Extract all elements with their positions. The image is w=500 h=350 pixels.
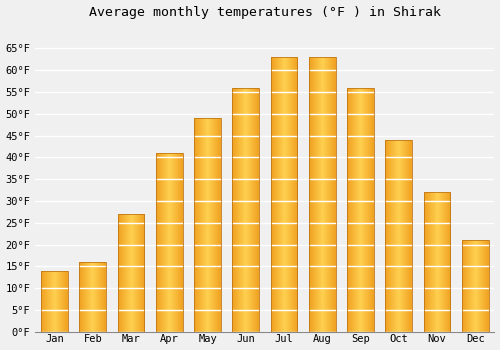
Bar	[270, 57, 297, 332]
Bar	[232, 88, 259, 332]
Bar	[424, 192, 450, 332]
Bar	[194, 118, 221, 332]
Bar	[347, 88, 374, 332]
Bar	[118, 214, 144, 332]
Bar	[156, 153, 182, 332]
Bar	[80, 262, 106, 332]
Bar	[462, 240, 488, 332]
Bar	[386, 140, 412, 332]
Bar	[309, 57, 336, 332]
Bar	[41, 271, 68, 332]
Title: Average monthly temperatures (°F ) in Shirak: Average monthly temperatures (°F ) in Sh…	[89, 6, 441, 19]
